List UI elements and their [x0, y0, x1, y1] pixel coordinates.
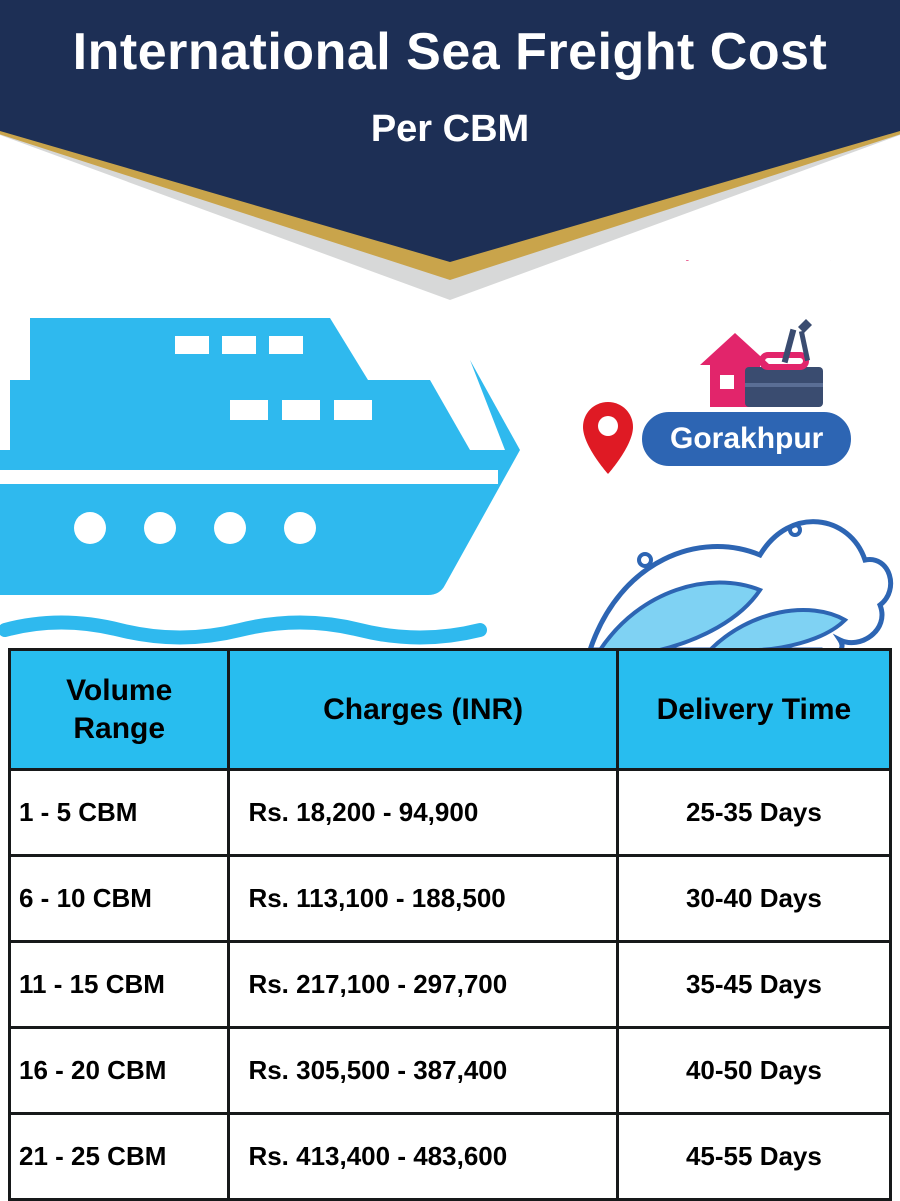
svg-text:SMART CITY CARE: SMART CITY CARE — [677, 260, 843, 264]
table-row: 11 - 15 CBM Rs. 217,100 - 297,700 35-45 … — [10, 942, 891, 1028]
cell-volume: 11 - 15 CBM — [10, 942, 229, 1028]
cell-charges: Rs. 18,200 - 94,900 — [229, 770, 617, 856]
table-row: 21 - 25 CBM Rs. 413,400 - 483,600 45-55 … — [10, 1114, 891, 1200]
brand-logo-icon — [690, 305, 830, 415]
cell-charges: Rs. 217,100 - 297,700 — [229, 942, 617, 1028]
brand-logo-arc-text: SMART CITY CARE — [670, 260, 850, 300]
cell-volume: 16 - 20 CBM — [10, 1028, 229, 1114]
page-title: International Sea Freight Cost — [0, 22, 900, 82]
header-text: International Sea Freight Cost Per CBM — [0, 22, 900, 151]
location: Gorakhpur — [580, 400, 851, 478]
table-header-charges: Charges (INR) — [229, 650, 617, 770]
page-subtitle: Per CBM — [0, 108, 900, 151]
cell-volume: 21 - 25 CBM — [10, 1114, 229, 1200]
table-header-delivery: Delivery Time — [617, 650, 890, 770]
freight-cost-table: Volume Range Charges (INR) Delivery Time… — [8, 648, 892, 1201]
header-banner: International Sea Freight Cost Per CBM — [0, 0, 900, 300]
brand-logo: SMART CITY CARE — [660, 260, 860, 415]
table-row: 6 - 10 CBM Rs. 113,100 - 188,500 30-40 D… — [10, 856, 891, 942]
location-pin-icon — [580, 400, 636, 478]
cell-charges: Rs. 413,400 - 483,600 — [229, 1114, 617, 1200]
cell-delivery: 35-45 Days — [617, 942, 890, 1028]
cell-delivery: 30-40 Days — [617, 856, 890, 942]
cell-volume: 6 - 10 CBM — [10, 856, 229, 942]
cell-delivery: 45-55 Days — [617, 1114, 890, 1200]
table-header-volume: Volume Range — [10, 650, 229, 770]
cell-delivery: 25-35 Days — [617, 770, 890, 856]
table-row: 1 - 5 CBM Rs. 18,200 - 94,900 25-35 Days — [10, 770, 891, 856]
cell-charges: Rs. 113,100 - 188,500 — [229, 856, 617, 942]
location-label: Gorakhpur — [642, 412, 851, 466]
table-row: 16 - 20 CBM Rs. 305,500 - 387,400 40-50 … — [10, 1028, 891, 1114]
table-header-row: Volume Range Charges (INR) Delivery Time — [10, 650, 891, 770]
cell-delivery: 40-50 Days — [617, 1028, 890, 1114]
cell-charges: Rs. 305,500 - 387,400 — [229, 1028, 617, 1114]
cell-volume: 1 - 5 CBM — [10, 770, 229, 856]
